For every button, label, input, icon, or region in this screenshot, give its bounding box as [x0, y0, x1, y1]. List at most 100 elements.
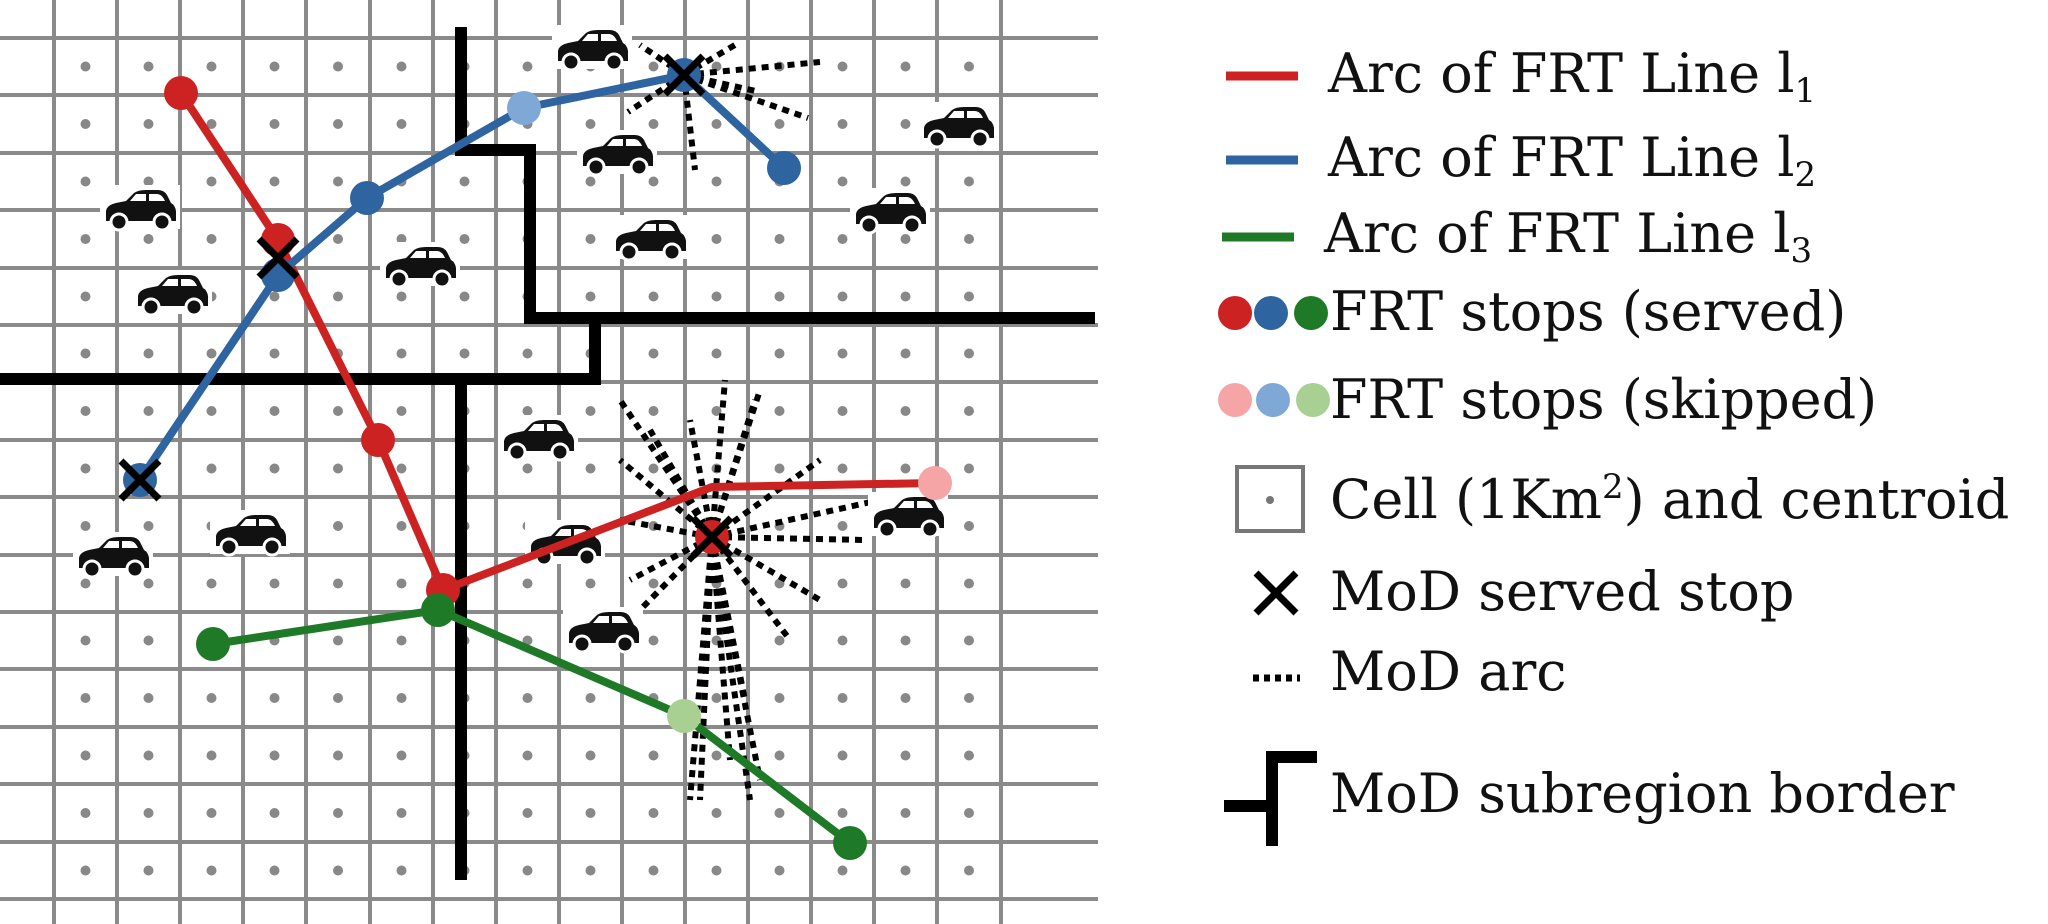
cell-centroid [333, 119, 343, 129]
cell-centroid [269, 693, 280, 703]
cell-centroid [648, 348, 659, 359]
legend-label-cell: Cell (1Km2) and centroid [1330, 467, 2009, 531]
cell-centroid [964, 865, 974, 876]
cell-centroid [711, 865, 722, 876]
legend-centroid-dot [1266, 496, 1274, 504]
legend-label-line3: Arc of FRT Line l3 [1323, 202, 1812, 271]
legend: Arc of FRT Line l1 Arc of FRT Line l2 Ar… [1218, 42, 2009, 846]
cell-centroid [585, 750, 596, 761]
cell-centroid [711, 61, 722, 72]
stop-line3-served [196, 627, 230, 661]
cell-centroid [648, 61, 659, 72]
cell-centroid [900, 348, 911, 359]
mod-arc [709, 399, 758, 538]
cell-centroid [143, 61, 154, 72]
cell-centroid [333, 865, 343, 876]
legend-label-border: MoD subregion border [1330, 762, 1955, 825]
stop-line3-skipped [667, 699, 701, 733]
mod-arc [682, 39, 742, 78]
cell-centroid [648, 291, 659, 302]
cell-centroid [333, 521, 343, 531]
mod-arc [711, 534, 866, 543]
stop-line2-served [767, 151, 801, 185]
mod-arc [710, 457, 822, 540]
cell-centroid [143, 176, 154, 187]
cell-centroid [80, 635, 91, 646]
cell-centroid [206, 693, 217, 703]
x-mark-icon [690, 515, 734, 559]
cell-centroid [774, 119, 785, 129]
cell-centroid [900, 750, 911, 761]
cell-centroid [80, 750, 91, 761]
cell-centroid [900, 176, 911, 187]
vehicles [73, 25, 998, 654]
cell-centroid [396, 521, 407, 531]
stop-line1-served [164, 76, 198, 110]
cell-centroid [269, 406, 280, 416]
cell-centroid [333, 406, 343, 416]
cell-centroid [459, 176, 470, 187]
cell-centroid [269, 808, 280, 818]
legend-served-dot-red [1218, 296, 1252, 330]
stop-line3-served [833, 826, 867, 860]
cell-centroid [837, 693, 848, 703]
cell-centroid [396, 234, 407, 244]
mod-arc [626, 72, 686, 115]
cell-centroid [269, 176, 280, 187]
cell-centroid [80, 119, 91, 129]
cell-centroid [206, 808, 217, 818]
cell-centroid [333, 234, 343, 244]
cell-centroid [80, 406, 91, 416]
legend-cell-swatch [1235, 465, 1305, 533]
cell-centroid [269, 348, 280, 359]
cell-centroid [837, 578, 848, 589]
cell-centroid [333, 750, 343, 761]
cell-centroid [80, 693, 91, 703]
stop-line1-served [261, 223, 295, 257]
cell-centroid [333, 578, 343, 589]
cell-centroid [396, 865, 407, 876]
cell-centroid [206, 750, 217, 761]
cell-centroid [143, 865, 154, 876]
cell-centroid [269, 578, 280, 589]
cell-centroid [396, 635, 407, 646]
cell-centroid [522, 348, 533, 359]
stop-line1-skipped [918, 466, 952, 500]
cell-centroid [837, 234, 848, 244]
cell-centroid [648, 808, 659, 818]
cell-centroid [837, 635, 848, 646]
cell-centroid [269, 750, 280, 761]
cell-centroid [648, 578, 659, 589]
cell-centroid [80, 808, 91, 818]
cell-centroid [837, 176, 848, 187]
cell-centroid [522, 406, 533, 416]
cell-centroid [774, 406, 785, 416]
cell-centroid [837, 291, 848, 302]
cell-centroid [396, 119, 407, 129]
cell-centroid [396, 808, 407, 818]
cell-centroid [774, 463, 785, 474]
cell-centroid [648, 463, 659, 474]
cell-centroid [900, 406, 911, 416]
x-mark-icon [256, 236, 300, 280]
cell-centroid [396, 750, 407, 761]
mod-served-stops [118, 53, 734, 559]
cell-centroid [80, 234, 91, 244]
cell-centroid [269, 463, 280, 474]
cell-centroid [900, 291, 911, 302]
cell-centroid [206, 463, 217, 474]
cell-centroid [143, 693, 154, 703]
legend-label-mod-arc: MoD arc [1330, 640, 1567, 703]
cell-centroid [648, 406, 659, 416]
mod-arc [710, 534, 822, 603]
cell-centroid [522, 808, 533, 818]
mod-arc [697, 536, 715, 801]
cell-centroid [522, 750, 533, 761]
cell-centroid [585, 808, 596, 818]
cell-centroid [837, 463, 848, 474]
cell-centroid [522, 635, 533, 646]
cell-centroid [648, 635, 659, 646]
cell-centroid [774, 808, 785, 818]
mod-arc [711, 497, 881, 540]
